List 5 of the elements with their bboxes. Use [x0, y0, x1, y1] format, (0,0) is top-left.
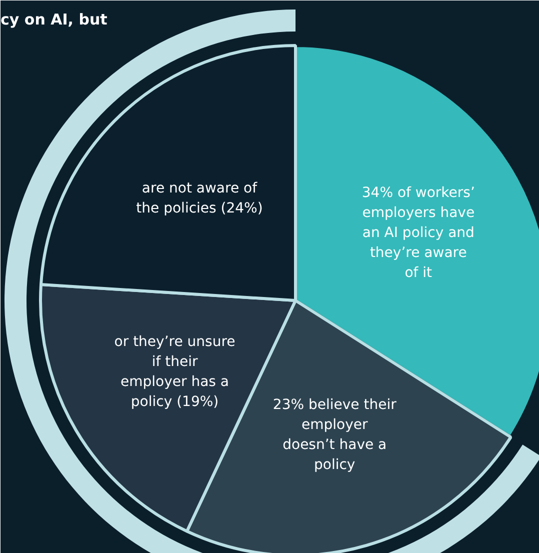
slice-label: 34% of workers’ employers have an AI policy and they’re aware of it: [362, 184, 475, 281]
text: cy on AI, but: [0, 10, 108, 28]
slice-label: 23% believe their employer doesn’t have a policy: [272, 397, 397, 474]
slice-label: are not aware of the policies (24%): [136, 180, 263, 216]
slice-label: or they’re unsure if their employer has a policy (19%): [114, 334, 236, 410]
